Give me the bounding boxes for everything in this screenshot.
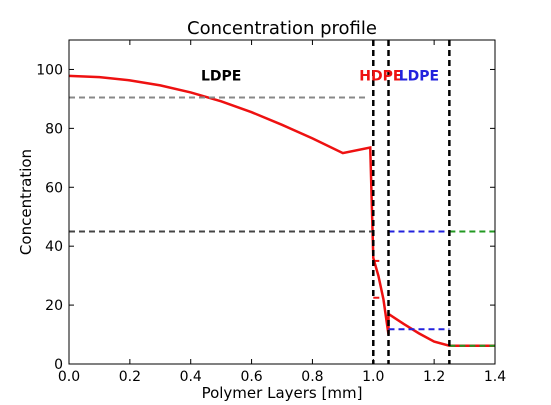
series-layer — [68, 74, 495, 347]
y-tick-label: 40 — [45, 239, 63, 255]
x-tick-label: 0.8 — [301, 369, 323, 385]
x-axis-label: Polymer Layers [mm] — [202, 384, 363, 402]
x-tick-label: 1.4 — [484, 369, 506, 385]
chart-title: Concentration profile — [187, 18, 377, 39]
y-tick-label: 20 — [45, 298, 63, 314]
series-line-0 — [68, 74, 495, 347]
tick-layer: 0.0 0.2 0.4 0.6 0.8 1.0 1.2 1.4 0 20 40 60 80 100 — [36, 40, 506, 385]
x-tick-label: 0.4 — [180, 369, 202, 385]
x-tick-label: 0.0 — [58, 369, 80, 385]
x-tick-label: 1.2 — [423, 369, 445, 385]
region-label-1: HDPE — [359, 68, 402, 84]
y-tick-label: 100 — [36, 62, 63, 78]
plot-frame — [68, 39, 496, 365]
region-label-2: LDPE — [399, 68, 439, 84]
y-axis-label: Concentration — [17, 149, 35, 255]
y-tick-label: 80 — [45, 121, 63, 137]
region-label-0: LDPE — [201, 68, 241, 84]
y-tick-label: 0 — [54, 357, 63, 373]
x-tick-label: 0.6 — [240, 369, 262, 385]
vline-layer — [372, 40, 451, 364]
y-tick-label: 60 — [45, 180, 63, 196]
x-tick-label: 1.0 — [362, 369, 384, 385]
x-tick-label: 0.2 — [119, 369, 141, 385]
